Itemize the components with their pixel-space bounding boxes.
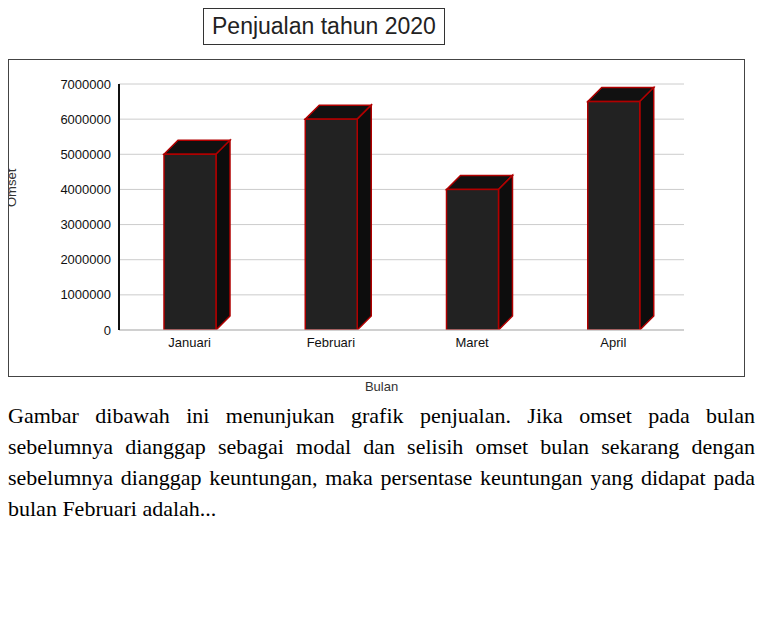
svg-text:2000000: 2000000 (60, 252, 111, 267)
svg-text:6000000: 6000000 (60, 112, 111, 127)
svg-text:Maret: Maret (456, 335, 490, 350)
svg-text:3000000: 3000000 (60, 217, 111, 232)
svg-text:1000000: 1000000 (60, 287, 111, 302)
svg-text:Februari: Februari (307, 335, 356, 350)
html-text:Bulan: Bulan (364, 379, 399, 394)
svg-text:Omset: Omset (9, 168, 19, 207)
html-text:Gambar dibawah ini menunjukan: Gambar dibawah ini menunjukan grafik pen… (8, 403, 755, 521)
svg-text:5000000: 5000000 (60, 147, 111, 162)
svg-text:Januari: Januari (168, 335, 211, 350)
svg-text:4000000: 4000000 (60, 182, 111, 197)
svg-text:7000000: 7000000 (60, 77, 111, 92)
svg-text:April: April (600, 335, 626, 350)
svg-text:0: 0 (104, 323, 111, 338)
html-text:Penjualan tahun 2020: Penjualan tahun 2020 (212, 13, 436, 39)
